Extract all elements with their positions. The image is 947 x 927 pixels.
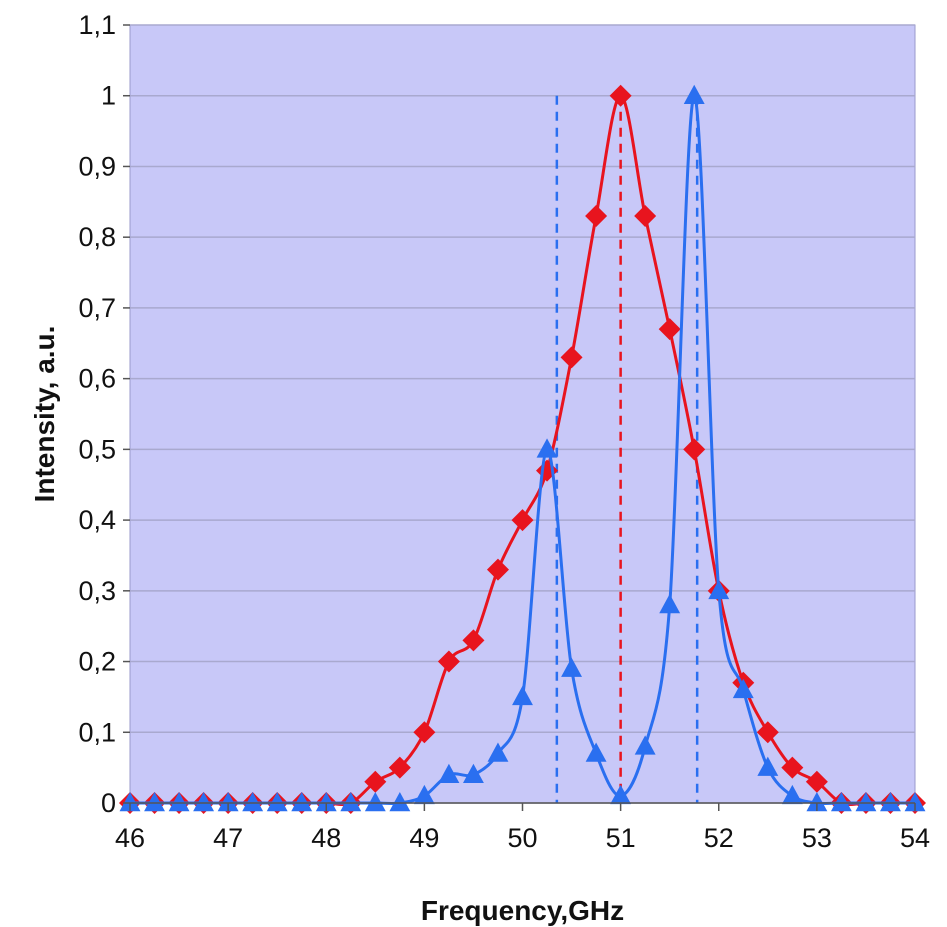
data-point-triangle bbox=[389, 792, 411, 812]
x-axis: 46 47 48 49 50 51 52 53 54 bbox=[115, 802, 930, 853]
data-point-triangle bbox=[242, 792, 264, 812]
data-point-triangle bbox=[585, 742, 607, 762]
data-point-triangle bbox=[413, 784, 435, 805]
data-point-diamond bbox=[805, 770, 828, 793]
y-tick-label: 0 bbox=[101, 788, 116, 818]
y-axis-title: Intensity, a.u. bbox=[29, 326, 60, 503]
x-tick-label: 51 bbox=[606, 823, 636, 853]
data-point-triangle bbox=[561, 657, 583, 677]
data-point-diamond bbox=[364, 770, 387, 793]
data-point-triangle bbox=[266, 792, 288, 812]
data-point-triangle bbox=[781, 784, 803, 805]
y-tick-label: 0,7 bbox=[78, 293, 116, 323]
data-point-triangle bbox=[119, 792, 141, 812]
data-point-diamond bbox=[658, 318, 681, 341]
data-point-triangle bbox=[732, 678, 754, 699]
x-tick-label: 49 bbox=[409, 823, 439, 853]
y-tick-label: 0,9 bbox=[78, 151, 116, 181]
plot-area bbox=[129, 24, 916, 804]
data-point-triangle bbox=[340, 792, 362, 812]
data-point-triangle bbox=[708, 579, 730, 600]
x-tick-label: 53 bbox=[802, 823, 832, 853]
data-point-triangle bbox=[757, 756, 779, 776]
data-point-triangle bbox=[144, 792, 165, 812]
x-tick-label: 47 bbox=[213, 823, 243, 853]
y-tick-label: 1,1 bbox=[78, 10, 116, 40]
y-axis: 0 0,1 0,2 0,3 0,4 0,5 0,6 0,7 0,8 0,9 1 1,1 bbox=[78, 10, 130, 818]
y-tick-label: 0,8 bbox=[78, 222, 116, 252]
data-point-diamond bbox=[413, 721, 436, 744]
data-point-triangle bbox=[659, 593, 681, 614]
y-tick-label: 0,1 bbox=[78, 717, 116, 747]
data-point-diamond bbox=[585, 204, 608, 227]
data-point-triangle bbox=[462, 763, 484, 783]
data-point-triangle bbox=[512, 685, 533, 706]
data-point-triangle bbox=[315, 792, 337, 812]
data-point-diamond bbox=[560, 346, 583, 369]
data-point-diamond bbox=[511, 509, 534, 532]
y-tick-label: 0,3 bbox=[78, 576, 116, 606]
x-tick-label: 54 bbox=[900, 823, 930, 853]
data-point-triangle bbox=[536, 438, 558, 458]
data-point-diamond bbox=[756, 721, 779, 744]
y-tick-label: 0,2 bbox=[78, 647, 116, 677]
x-tick-label: 48 bbox=[311, 823, 341, 853]
data-point-triangle bbox=[830, 792, 852, 812]
data-point-triangle bbox=[904, 792, 926, 812]
data-point-triangle bbox=[610, 784, 632, 805]
y-tick-label: 0,5 bbox=[78, 434, 116, 464]
x-tick-label: 50 bbox=[507, 823, 537, 853]
x-tick-label: 46 bbox=[115, 823, 145, 853]
data-point-triangle bbox=[364, 792, 386, 812]
data-point-triangle bbox=[487, 742, 509, 762]
data-point-triangle bbox=[634, 735, 656, 755]
y-tick-label: 0,4 bbox=[78, 505, 116, 535]
data-point-diamond bbox=[683, 438, 706, 461]
data-point-triangle bbox=[855, 792, 877, 812]
data-point-triangle bbox=[291, 792, 313, 812]
data-point-triangle bbox=[217, 792, 239, 812]
y-tick-label: 1 bbox=[101, 81, 116, 111]
x-axis-title: Frequency,GHz bbox=[421, 895, 624, 926]
y-tick-label: 0,6 bbox=[78, 364, 116, 394]
data-point-diamond bbox=[781, 756, 804, 779]
data-point-triangle bbox=[683, 84, 705, 104]
data-point-diamond bbox=[486, 558, 509, 581]
data-point-triangle bbox=[193, 792, 215, 812]
data-point-triangle bbox=[806, 792, 828, 812]
data-point-triangle bbox=[880, 792, 901, 812]
data-point-triangle bbox=[438, 763, 460, 783]
data-point-diamond bbox=[609, 84, 632, 107]
data-point-diamond bbox=[634, 204, 657, 227]
data-point-diamond bbox=[462, 629, 485, 652]
data-point-diamond bbox=[388, 756, 411, 779]
data-point-diamond bbox=[437, 650, 460, 673]
data-point-triangle bbox=[168, 792, 190, 812]
x-tick-label: 52 bbox=[704, 823, 734, 853]
